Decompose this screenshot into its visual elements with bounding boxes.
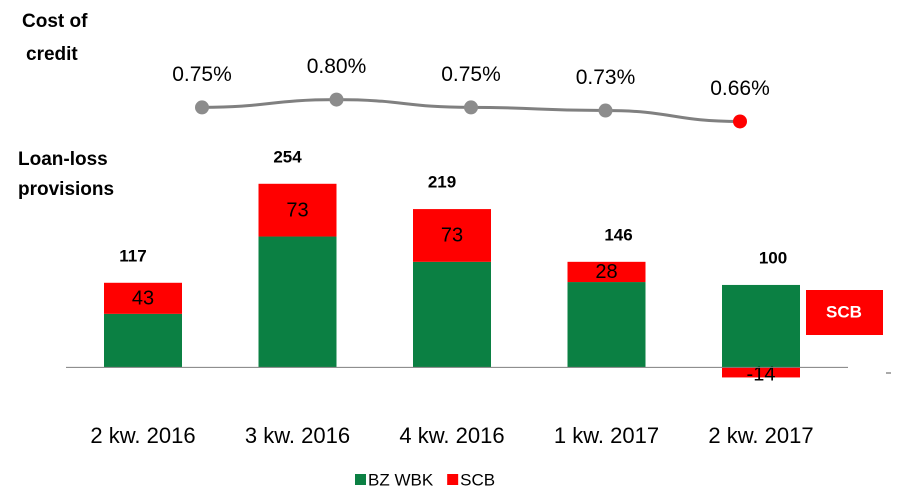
annotation-text: SCB <box>826 302 862 321</box>
bar-title-2: provisions <box>18 179 114 200</box>
total-label: 146 <box>604 225 632 244</box>
bar-segment <box>567 282 646 368</box>
x-tick-label: 2 kw. 2016 <box>90 423 195 448</box>
segment-label: 73 <box>286 199 308 221</box>
legend-label: BZ WBK <box>368 470 434 489</box>
bar-segment <box>722 284 800 368</box>
x-tick-label: 4 kw. 2016 <box>399 423 504 448</box>
bar-segment <box>722 367 800 378</box>
line-value-label: 0.80% <box>307 55 367 78</box>
legend-label: SCB <box>460 470 495 489</box>
line-title-1: Cost of <box>22 11 88 32</box>
segment-label: 73 <box>441 225 463 247</box>
segment-label: 28 <box>595 261 617 283</box>
annotation-box <box>806 290 883 335</box>
total-label: 254 <box>273 147 302 166</box>
line-value-label: 0.66% <box>710 77 770 100</box>
line-marker <box>464 100 478 115</box>
bar-segment <box>258 236 337 368</box>
line-marker <box>733 114 747 129</box>
bar-segment <box>104 282 182 314</box>
line-title-2: credit <box>26 44 78 65</box>
segment-label: 43 <box>132 288 154 310</box>
bar-segment <box>413 209 491 262</box>
x-tick-label: 3 kw. 2016 <box>245 423 350 448</box>
line-value-label: 0.75% <box>441 63 501 86</box>
legend-swatch <box>355 474 366 485</box>
line-marker <box>598 103 613 118</box>
total-label: 117 <box>119 246 146 265</box>
x-tick-label: 1 kw. 2017 <box>554 423 659 448</box>
legend-swatch <box>447 474 459 485</box>
total-label: 100 <box>759 248 787 267</box>
line-value-label: 0.75% <box>172 63 232 86</box>
segment-label: -14 <box>747 364 776 386</box>
total-label: 219 <box>428 173 456 192</box>
line-value-label: 0.73% <box>576 66 636 89</box>
x-tick-label: 2 kw. 2017 <box>708 423 813 448</box>
bar-title-1: Loan-loss <box>18 149 108 170</box>
bar-segment <box>104 313 182 368</box>
bar-segment <box>258 183 337 237</box>
bar-segment <box>567 261 646 283</box>
bar-segment <box>413 261 491 368</box>
line-marker <box>195 100 209 115</box>
line-marker <box>329 92 344 107</box>
